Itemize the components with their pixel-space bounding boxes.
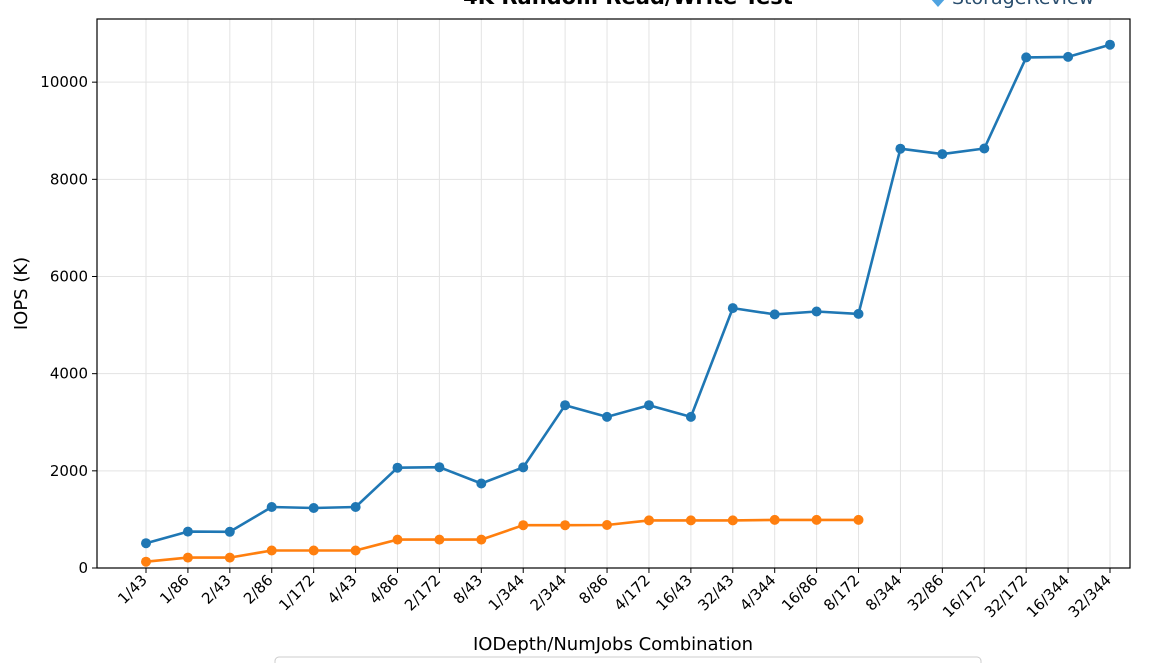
data-point <box>434 462 445 473</box>
logo: StorageReview <box>931 0 1094 9</box>
data-point <box>727 515 738 526</box>
data-point <box>1021 52 1032 63</box>
data-point <box>476 478 487 489</box>
data-point <box>476 534 487 545</box>
series-line-2 <box>145 518 859 563</box>
data-point <box>811 306 822 317</box>
data-point <box>560 520 571 531</box>
data-point <box>266 502 277 512</box>
y-tick-label: 10000 <box>40 73 88 91</box>
data-point <box>392 462 403 473</box>
data-point <box>266 545 277 556</box>
y-tick-label: 4000 <box>50 365 88 383</box>
data-point <box>182 552 193 563</box>
data-point <box>644 400 654 411</box>
data-point <box>308 503 319 513</box>
data-point <box>182 526 193 537</box>
data-point <box>602 520 612 530</box>
data-point <box>308 545 319 556</box>
y-tick-label: 8000 <box>50 170 88 188</box>
x-axis-label: IODepth/NumJobs Combination <box>473 634 753 655</box>
data-point <box>392 534 403 545</box>
y-axis-label: IOPS (K) <box>11 257 32 330</box>
logo-mark-icon <box>931 0 945 7</box>
data-point <box>141 538 151 549</box>
data-point <box>350 545 361 556</box>
y-tick-label: 0 <box>78 559 88 577</box>
logo-text: StorageReview <box>952 0 1094 9</box>
data-point <box>685 515 696 526</box>
data-point <box>811 514 822 525</box>
data-point <box>644 515 654 526</box>
data-point <box>224 526 235 537</box>
legend-box <box>274 656 982 663</box>
plot-frame <box>96 18 1131 569</box>
data-point <box>224 552 235 563</box>
data-point <box>853 514 864 525</box>
data-point <box>518 462 529 473</box>
y-tick-label: 6000 <box>50 267 88 285</box>
data-point <box>434 534 445 545</box>
data-point <box>769 514 780 525</box>
data-point <box>602 411 612 422</box>
data-point <box>685 411 696 422</box>
y-tick-label: 2000 <box>50 462 88 480</box>
series-line-1 <box>145 43 1111 545</box>
data-point <box>769 309 780 320</box>
data-point <box>350 502 361 512</box>
data-point <box>518 520 529 531</box>
series-layer <box>141 39 1115 567</box>
data-point <box>895 143 906 154</box>
data-point <box>560 400 571 411</box>
chart-title: 4K Random Read/Write Test <box>463 0 793 9</box>
data-point <box>853 308 864 319</box>
data-point <box>937 149 948 160</box>
data-point <box>1105 39 1115 50</box>
data-point <box>141 556 151 567</box>
data-point <box>979 143 990 154</box>
data-point <box>727 303 738 314</box>
data-point <box>1063 51 1074 62</box>
